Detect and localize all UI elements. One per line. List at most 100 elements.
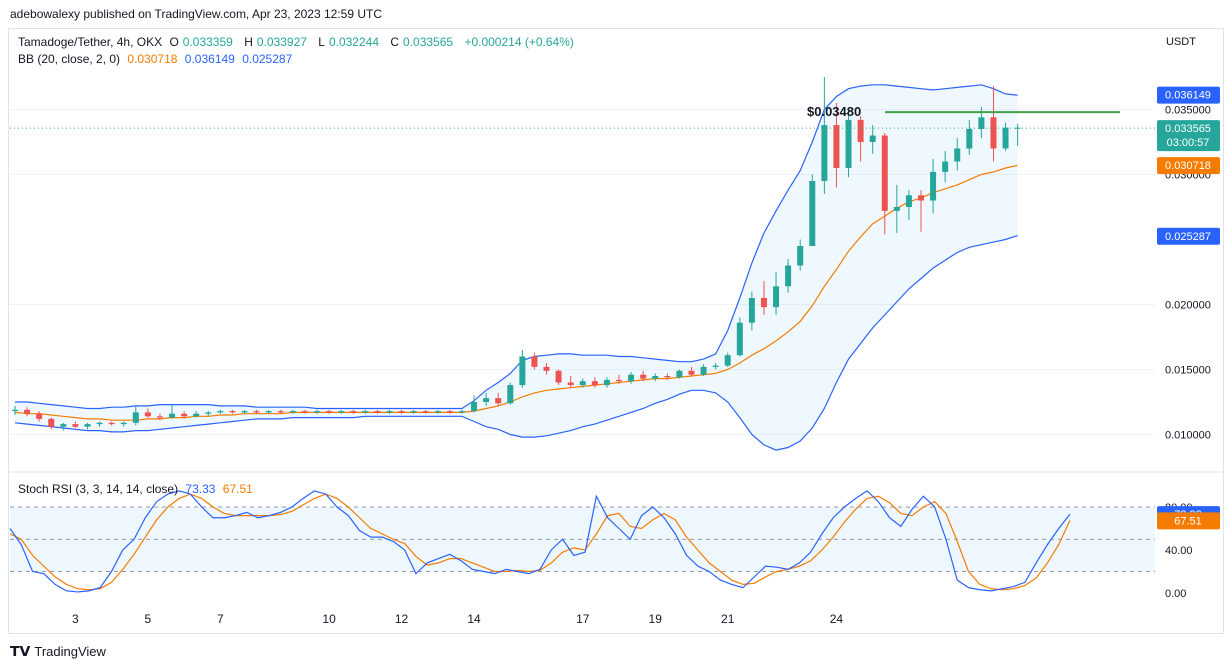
candle-body bbox=[579, 381, 586, 386]
candle-body bbox=[217, 411, 224, 413]
chart-frame bbox=[8, 28, 1224, 634]
candle-body bbox=[833, 125, 840, 168]
current-price-badge-bg bbox=[1157, 120, 1220, 152]
low-value: 0.032244 bbox=[328, 35, 380, 49]
stoch-d-badge-bg bbox=[1157, 512, 1220, 530]
currency-label: USDT bbox=[1166, 36, 1196, 48]
candle-body bbox=[942, 161, 949, 172]
candle-body bbox=[24, 409, 31, 414]
bb-basis-value: 0.030718 bbox=[127, 52, 178, 66]
candle-body bbox=[1014, 127, 1021, 129]
current-price-badge: 0.033565 bbox=[1165, 123, 1211, 135]
candle-body bbox=[277, 411, 284, 413]
bb-upper-line bbox=[15, 84, 1018, 410]
candle-body bbox=[96, 422, 103, 425]
candle-body bbox=[229, 411, 236, 413]
candle-body bbox=[990, 117, 997, 149]
candle-body bbox=[1002, 127, 1009, 149]
price-tick-label: 0.015000 bbox=[1165, 365, 1211, 377]
price-tick-label: 0.020000 bbox=[1165, 300, 1211, 312]
stoch-legend: Stoch RSI (3, 3, 14, 14, close) 73.33 67… bbox=[18, 482, 257, 496]
candle-body bbox=[265, 411, 272, 413]
time-tick-label: 21 bbox=[721, 612, 735, 626]
candle-body bbox=[603, 379, 610, 386]
stoch-tick-label: 40.00 bbox=[1165, 545, 1193, 557]
open-label: O bbox=[169, 35, 179, 49]
candle-body bbox=[48, 418, 55, 427]
candle-body bbox=[628, 374, 635, 382]
open-value: 0.033359 bbox=[182, 35, 233, 49]
bb-basis-badge-bg bbox=[1157, 157, 1220, 175]
footer-brand[interactable]: TradingView bbox=[34, 644, 106, 659]
candle-body bbox=[640, 374, 647, 379]
time-tick-label: 17 bbox=[576, 612, 590, 626]
symbol-legend: Tamadoge/Tether, 4h, OKX O 0.033359 H 0.03… bbox=[18, 35, 578, 49]
candle-body bbox=[821, 125, 828, 181]
candle-body bbox=[156, 416, 163, 418]
bb-upper-badge: 0.036149 bbox=[1165, 90, 1211, 102]
candle-body bbox=[664, 376, 671, 378]
time-tick-label: 14 bbox=[467, 612, 481, 626]
candle-body bbox=[108, 422, 115, 425]
bb-lower-value: 0.025287 bbox=[242, 52, 293, 66]
annotation-label: $0.03480 bbox=[807, 104, 861, 119]
current-price-badge: 03:00:57 bbox=[1167, 137, 1210, 149]
candle-body bbox=[869, 135, 876, 142]
candle-body bbox=[809, 181, 816, 246]
candle-body bbox=[60, 424, 67, 427]
candle-body bbox=[362, 411, 369, 413]
close-label: C bbox=[390, 35, 400, 49]
candle-body bbox=[845, 119, 852, 168]
stoch-d-value: 67.51 bbox=[222, 482, 253, 496]
candle-body bbox=[797, 246, 804, 266]
candle-body bbox=[483, 398, 490, 402]
candle-body bbox=[748, 298, 755, 323]
candle-body bbox=[773, 286, 780, 308]
bb-lower-badge: 0.025287 bbox=[1165, 231, 1211, 243]
candle-body bbox=[193, 413, 200, 417]
candle-body bbox=[84, 424, 91, 427]
footer: 𝗧𝗩 TradingView bbox=[10, 643, 106, 660]
candle-body bbox=[410, 411, 417, 413]
candle-body bbox=[458, 411, 465, 413]
candle-body bbox=[688, 370, 695, 375]
bb-basis-line bbox=[14, 164, 1018, 421]
candle-body bbox=[954, 148, 961, 162]
candle-body bbox=[857, 119, 864, 142]
candle-body bbox=[398, 411, 405, 413]
candle-body bbox=[930, 171, 937, 201]
candle-body bbox=[519, 356, 526, 386]
candle-body bbox=[652, 376, 659, 379]
candle-body bbox=[301, 411, 308, 413]
bb-title[interactable]: BB (20, close, 2, 0) bbox=[18, 52, 121, 66]
candle-body bbox=[881, 135, 888, 211]
candle-body bbox=[374, 411, 381, 413]
candle-body bbox=[724, 355, 731, 366]
candle-body bbox=[712, 365, 719, 367]
candle-body bbox=[386, 411, 393, 413]
time-tick-label: 7 bbox=[217, 612, 224, 626]
candle-body bbox=[567, 382, 574, 386]
candle-body bbox=[241, 411, 248, 413]
candle-body bbox=[289, 411, 296, 413]
candle-body bbox=[591, 381, 598, 386]
candle-body bbox=[434, 411, 441, 413]
candle-body bbox=[555, 370, 562, 383]
candle-body bbox=[760, 298, 767, 308]
candle-body bbox=[905, 195, 912, 207]
candle-body bbox=[471, 402, 478, 412]
bb-upper-value: 0.036149 bbox=[184, 52, 235, 66]
symbol-title[interactable]: Tamadoge/Tether, 4h, OKX bbox=[18, 35, 163, 49]
candle-body bbox=[543, 366, 550, 371]
time-tick-label: 5 bbox=[145, 612, 152, 626]
stoch-title[interactable]: Stoch RSI (3, 3, 14, 14, close) bbox=[18, 482, 179, 496]
candle-body bbox=[169, 413, 176, 418]
candle-body bbox=[253, 411, 260, 413]
candle-body bbox=[495, 398, 502, 404]
bb-band-fill bbox=[15, 84, 1018, 451]
candle-body bbox=[181, 413, 188, 417]
candle-body bbox=[326, 411, 333, 413]
time-tick-label: 12 bbox=[395, 612, 409, 626]
low-label: L bbox=[318, 35, 325, 49]
